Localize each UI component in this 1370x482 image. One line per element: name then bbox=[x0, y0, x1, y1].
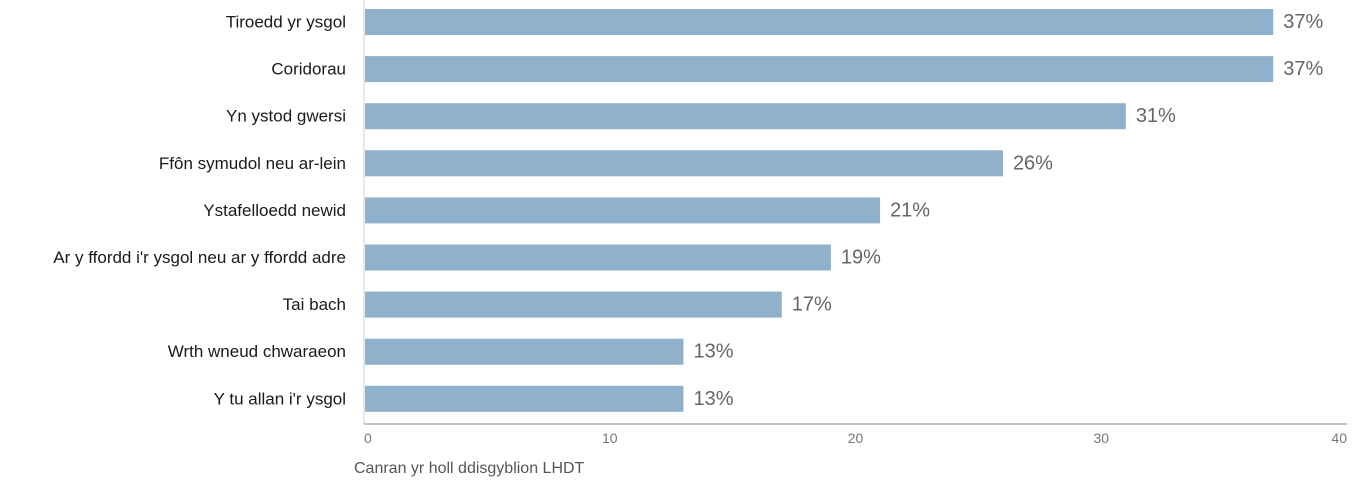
bar bbox=[365, 291, 782, 318]
category-label: Tai bach bbox=[283, 295, 346, 314]
bar bbox=[365, 150, 1003, 177]
category-label: Ar y ffordd i'r ysgol neu ar y ffordd ad… bbox=[53, 248, 346, 267]
value-label: 13% bbox=[693, 341, 733, 363]
x-ticks-group: 0 10 20 30 40 bbox=[364, 430, 1347, 446]
value-label: 37% bbox=[1283, 58, 1323, 80]
category-label: Wrth wneud chwaraeon bbox=[168, 342, 346, 361]
bar bbox=[365, 385, 684, 412]
x-tick-label: 0 bbox=[364, 430, 372, 446]
value-label: 31% bbox=[1136, 105, 1176, 127]
bar bbox=[365, 197, 881, 224]
category-label: Yn ystod gwersi bbox=[226, 107, 346, 126]
x-tick-label: 40 bbox=[1331, 430, 1347, 446]
value-label: 26% bbox=[1013, 152, 1053, 174]
value-label: 19% bbox=[841, 247, 881, 269]
value-label: 37% bbox=[1283, 11, 1323, 33]
value-label: 13% bbox=[693, 388, 733, 410]
bar bbox=[365, 103, 1126, 130]
x-axis-title: Canran yr holl ddisgyblion LHDT bbox=[354, 460, 585, 477]
x-tick-label: 20 bbox=[848, 430, 864, 446]
category-label: Y tu allan i'r ysgol bbox=[214, 389, 346, 408]
value-label: 21% bbox=[890, 199, 930, 221]
bar bbox=[365, 338, 684, 365]
bars-group bbox=[365, 9, 1274, 412]
x-tick-label: 10 bbox=[602, 430, 618, 446]
category-labels-group: Tiroedd yr ysgol Coridorau Yn ystod gwersi… bbox=[53, 13, 346, 409]
category-label: Ffôn symudol neu ar-lein bbox=[159, 154, 346, 173]
x-tick-label: 30 bbox=[1093, 430, 1109, 446]
bar bbox=[365, 244, 831, 271]
category-label: Tiroedd yr ysgol bbox=[226, 13, 346, 32]
bar bbox=[365, 56, 1274, 83]
bar bbox=[365, 9, 1274, 35]
category-label: Ystafelloedd newid bbox=[203, 201, 346, 220]
value-label: 17% bbox=[792, 294, 832, 316]
value-labels-group: 37% 37% 31% 26% 21% 19% 17% 13% 13% bbox=[693, 11, 1323, 410]
category-label: Coridorau bbox=[271, 60, 346, 79]
